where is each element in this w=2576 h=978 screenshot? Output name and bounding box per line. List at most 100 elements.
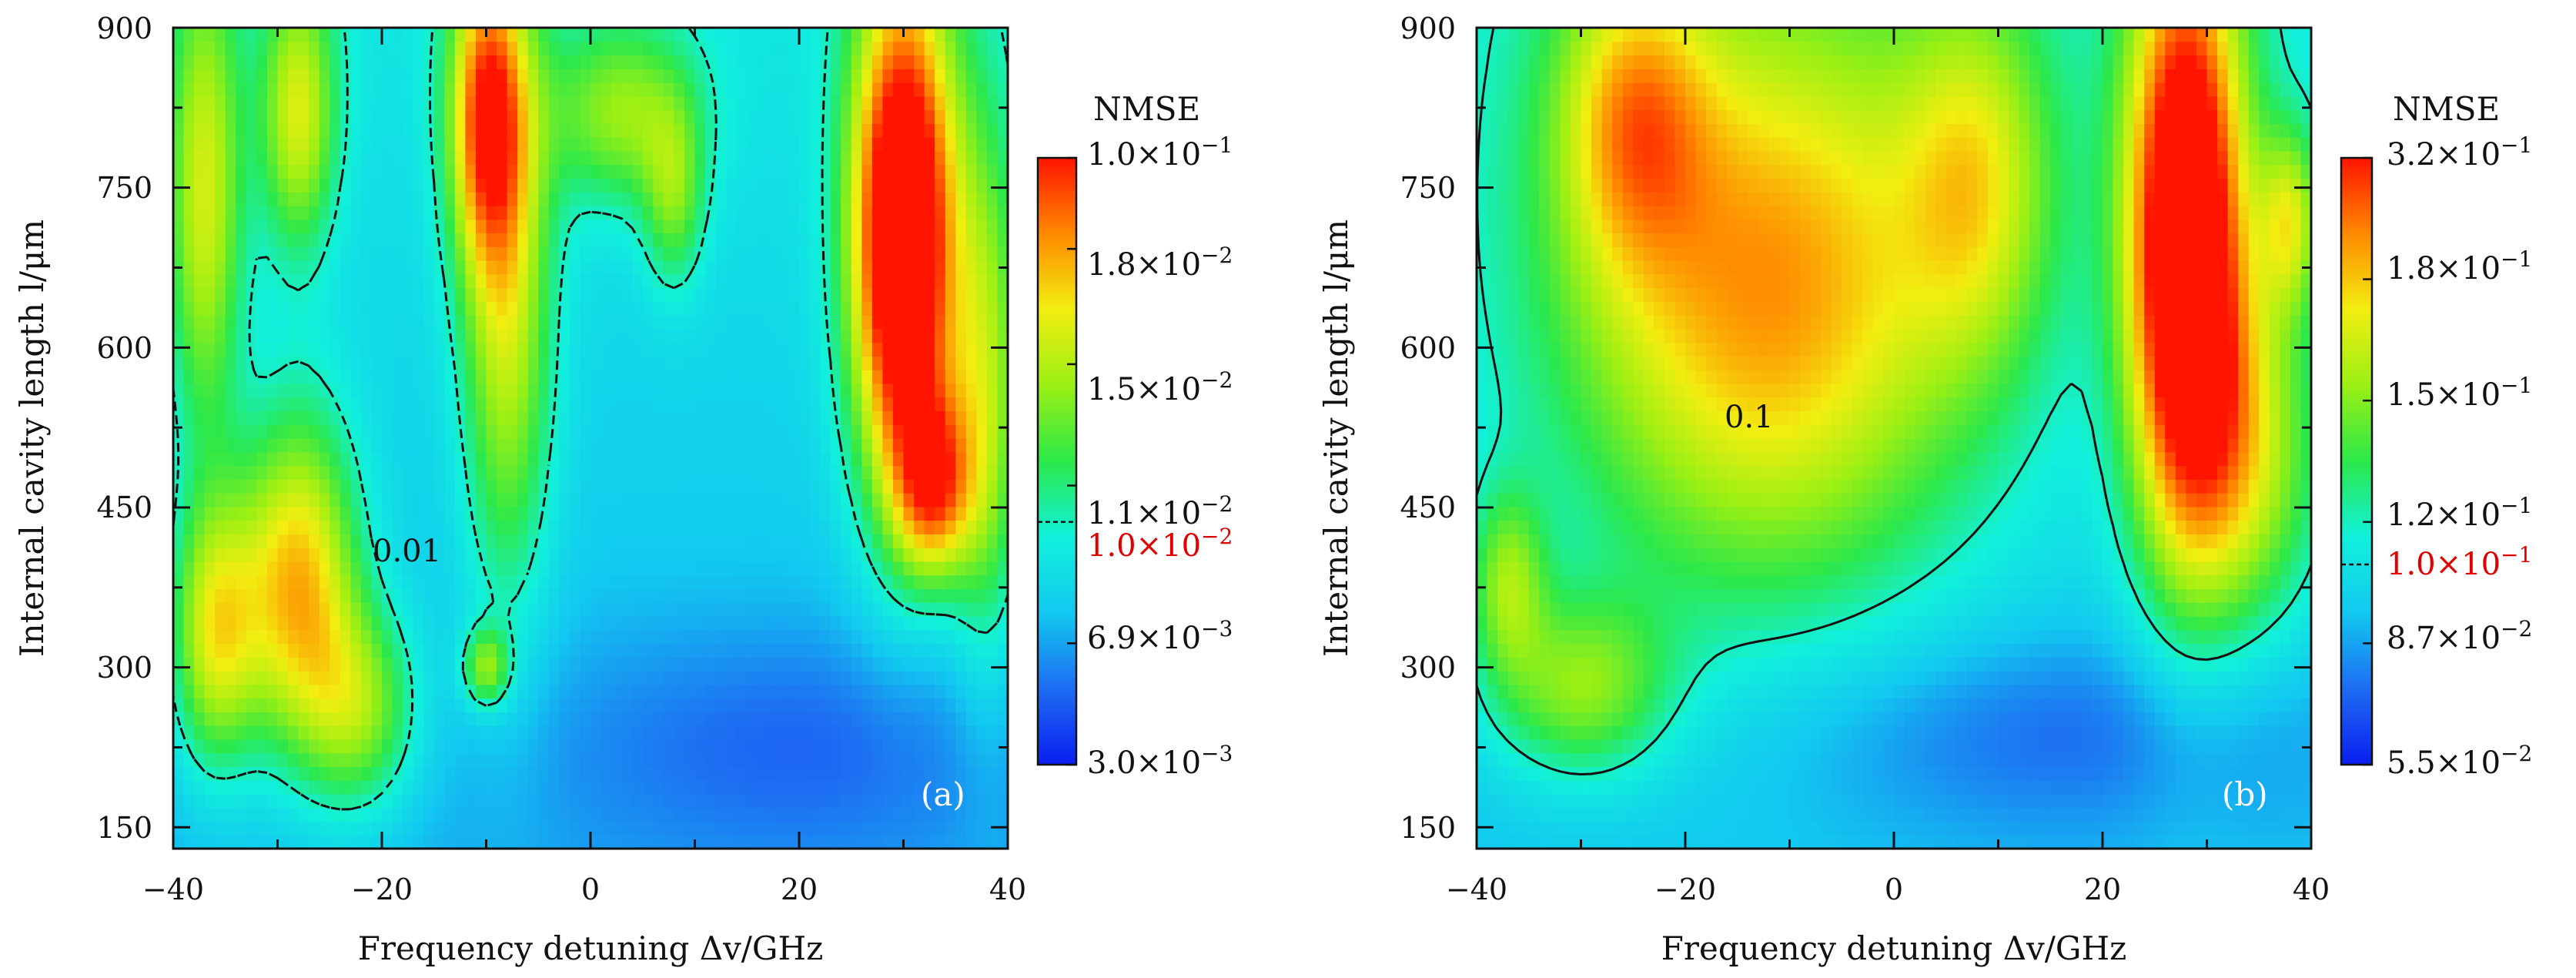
heatmap-cell xyxy=(319,671,330,685)
heatmap-cell xyxy=(319,342,330,357)
heatmap-cell xyxy=(892,451,905,467)
heatmap-cell xyxy=(559,739,570,754)
heatmap-cell xyxy=(371,698,383,712)
heatmap-cell xyxy=(747,766,758,781)
heatmap-cell xyxy=(601,192,612,206)
heatmap-cell xyxy=(517,383,529,398)
heatmap-cell xyxy=(194,821,206,836)
heatmap-cell xyxy=(569,137,581,152)
heatmap-cell xyxy=(757,164,768,179)
heatmap-cell xyxy=(788,574,800,590)
heatmap-cell xyxy=(841,629,852,645)
heatmap-cell xyxy=(986,397,999,412)
heatmap-cell xyxy=(194,273,206,289)
heatmap-cell xyxy=(225,698,236,712)
heatmap-cell xyxy=(757,342,768,357)
heatmap-cell xyxy=(694,383,706,398)
heatmap-cell xyxy=(757,657,768,672)
heatmap-cell xyxy=(590,233,602,247)
heatmap-cell xyxy=(914,698,925,712)
heatmap-cell xyxy=(194,629,206,645)
heatmap-cell xyxy=(1727,821,1738,836)
heatmap-cell xyxy=(236,548,247,562)
heatmap-cell xyxy=(945,506,956,521)
heatmap-cell xyxy=(298,370,309,384)
heatmap-cell xyxy=(642,451,654,467)
heatmap-cell xyxy=(935,574,946,590)
heatmap-cell xyxy=(538,506,550,521)
heatmap-cell xyxy=(736,192,748,206)
heatmap-cell xyxy=(183,766,195,781)
heatmap-cell xyxy=(726,534,738,548)
heatmap-cell xyxy=(694,205,706,220)
heatmap-cell xyxy=(809,219,821,234)
heatmap-cell xyxy=(632,835,644,849)
heatmap-cell xyxy=(882,178,894,193)
heatmap-cell xyxy=(465,671,477,685)
heatmap-cell xyxy=(694,150,706,166)
heatmap-cell xyxy=(684,821,696,836)
heatmap-cell xyxy=(371,123,383,138)
heatmap-cell xyxy=(256,192,268,206)
heatmap-cell xyxy=(851,493,862,507)
heatmap-cell xyxy=(194,807,206,822)
heatmap-cell xyxy=(371,671,383,685)
heatmap-cell xyxy=(548,178,560,193)
heatmap-cell xyxy=(892,807,905,822)
heatmap-cell xyxy=(559,534,570,548)
heatmap-cell xyxy=(892,28,905,42)
heatmap-cell xyxy=(705,520,717,534)
heatmap-cell xyxy=(454,548,466,562)
heatmap-cell xyxy=(266,465,279,480)
heatmap-cell xyxy=(694,328,706,343)
heatmap-cell xyxy=(768,328,779,343)
heatmap-cell xyxy=(945,712,956,726)
heatmap-cell xyxy=(266,328,279,343)
heatmap-cell xyxy=(861,821,873,836)
heatmap-cell xyxy=(256,534,268,548)
heatmap-cell xyxy=(705,370,717,384)
heatmap-cell xyxy=(392,451,403,467)
heatmap-cell xyxy=(309,807,320,822)
heatmap-cell xyxy=(663,192,674,206)
heatmap-cell xyxy=(757,273,768,289)
heatmap-cell xyxy=(497,246,508,261)
heatmap-cell xyxy=(580,370,591,384)
heatmap-cell xyxy=(726,164,738,179)
heatmap-cell xyxy=(298,164,309,179)
heatmap-cell xyxy=(465,712,477,726)
heatmap-cell xyxy=(309,383,320,398)
heatmap-cell xyxy=(538,534,550,548)
heatmap-cell xyxy=(215,383,226,398)
heatmap-cell xyxy=(632,328,644,343)
heatmap-cell xyxy=(538,629,550,645)
heatmap-cell xyxy=(507,55,518,69)
heatmap-cell xyxy=(705,766,717,781)
heatmap-cell xyxy=(830,28,841,42)
heatmap-cell xyxy=(1977,835,1989,849)
heatmap-cell xyxy=(820,629,831,645)
heatmap-cell xyxy=(486,424,497,439)
heatmap-cell xyxy=(632,424,644,439)
heatmap-cell xyxy=(945,233,956,247)
heatmap-cell xyxy=(423,574,435,590)
heatmap-cell xyxy=(726,739,738,754)
heatmap-cell xyxy=(924,465,935,480)
heatmap-cell xyxy=(955,725,967,740)
heatmap-cell xyxy=(350,123,362,138)
heatmap-cell xyxy=(861,561,873,576)
heatmap-cell xyxy=(830,69,841,83)
heatmap-cell xyxy=(392,835,403,849)
heatmap-cell xyxy=(955,370,967,384)
heatmap-cell xyxy=(684,342,696,357)
heatmap-cell xyxy=(256,712,268,726)
heatmap-cell xyxy=(997,574,1008,590)
heatmap-cell xyxy=(799,246,811,261)
heatmap-cell xyxy=(903,383,915,398)
heatmap-cell xyxy=(1643,821,1654,836)
heatmap-cell xyxy=(413,246,424,261)
heatmap-cell xyxy=(653,671,664,685)
heatmap-cell xyxy=(288,82,299,97)
heatmap-cell xyxy=(246,219,257,234)
heatmap-cell xyxy=(674,671,685,685)
